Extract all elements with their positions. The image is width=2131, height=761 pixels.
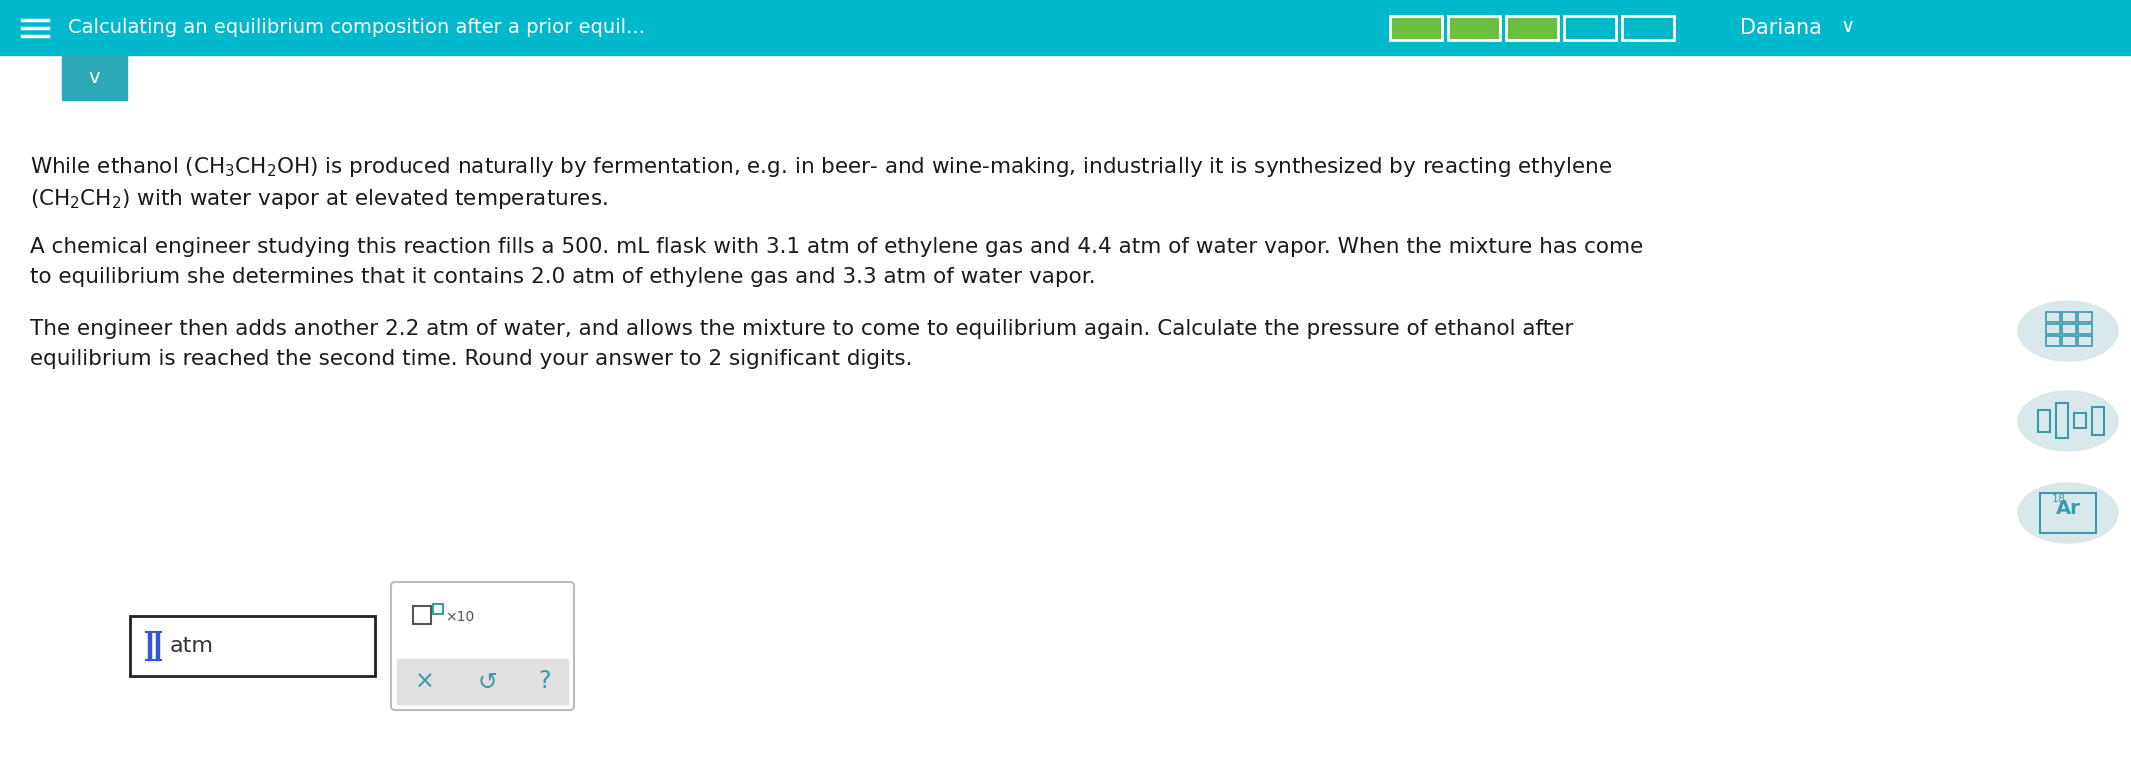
Bar — [2078, 324, 2093, 334]
Bar — [2037, 410, 2050, 432]
Text: ×10: ×10 — [445, 610, 475, 624]
FancyBboxPatch shape — [390, 582, 573, 710]
Bar — [2063, 336, 2076, 346]
Bar — [1507, 15, 1558, 40]
Bar — [2078, 336, 2093, 346]
Bar — [2046, 336, 2061, 346]
Bar — [2046, 324, 2061, 334]
Bar — [1564, 15, 1615, 40]
Bar — [0, 0, 2131, 55]
Text: atm: atm — [170, 636, 213, 656]
Text: Ar: Ar — [2056, 499, 2080, 518]
Bar — [130, 616, 375, 676]
Ellipse shape — [2018, 391, 2118, 451]
Bar — [2073, 413, 2086, 428]
Text: ?: ? — [539, 670, 552, 693]
Bar — [1507, 15, 1558, 40]
Text: ×: × — [416, 670, 435, 693]
Bar — [2039, 493, 2097, 533]
Text: to equilibrium she determines that it contains 2.0 atm of ethylene gas and 3.3 a: to equilibrium she determines that it co… — [30, 267, 1095, 287]
Text: The engineer then adds another 2.2 atm of water, and allows the mixture to come : The engineer then adds another 2.2 atm o… — [30, 319, 1573, 339]
Bar — [1389, 15, 1443, 40]
Text: A chemical engineer studying this reaction fills a 500. mL flask with 3.1 atm of: A chemical engineer studying this reacti… — [30, 237, 1643, 257]
Text: Calculating an equilibrium composition after a prior equil...: Calculating an equilibrium composition a… — [68, 18, 646, 37]
Text: ↺: ↺ — [477, 670, 497, 693]
Bar — [2093, 407, 2103, 435]
Bar — [1447, 15, 1500, 40]
Text: ∨: ∨ — [1839, 17, 1854, 36]
Bar — [2063, 312, 2076, 322]
Ellipse shape — [2018, 483, 2118, 543]
Ellipse shape — [2018, 301, 2118, 361]
Text: While ethanol $\mathregular{(CH_3CH_2OH)}$ is produced naturally by fermentation: While ethanol $\mathregular{(CH_3CH_2OH)… — [30, 155, 1613, 179]
Bar — [413, 606, 430, 624]
Bar — [1389, 15, 1443, 40]
Bar — [156, 632, 160, 660]
Bar — [396, 659, 569, 704]
Bar — [1447, 15, 1500, 40]
Bar — [62, 55, 128, 100]
Bar — [1622, 15, 1675, 40]
Bar — [433, 604, 443, 614]
Bar — [2046, 312, 2061, 322]
Text: Dariana: Dariana — [1741, 18, 1822, 37]
Bar — [2078, 312, 2093, 322]
Bar — [2063, 324, 2076, 334]
Bar — [1622, 15, 1675, 40]
Text: $\mathregular{(CH_2CH_2)}$ with water vapor at elevated temperatures.: $\mathregular{(CH_2CH_2)}$ with water va… — [30, 187, 607, 211]
Text: 18: 18 — [2052, 494, 2067, 504]
Bar — [1564, 15, 1615, 40]
Text: v: v — [90, 68, 100, 87]
Bar — [2056, 403, 2067, 438]
Bar — [147, 632, 151, 660]
Text: equilibrium is reached the second time. Round your answer to 2 significant digit: equilibrium is reached the second time. … — [30, 349, 912, 369]
